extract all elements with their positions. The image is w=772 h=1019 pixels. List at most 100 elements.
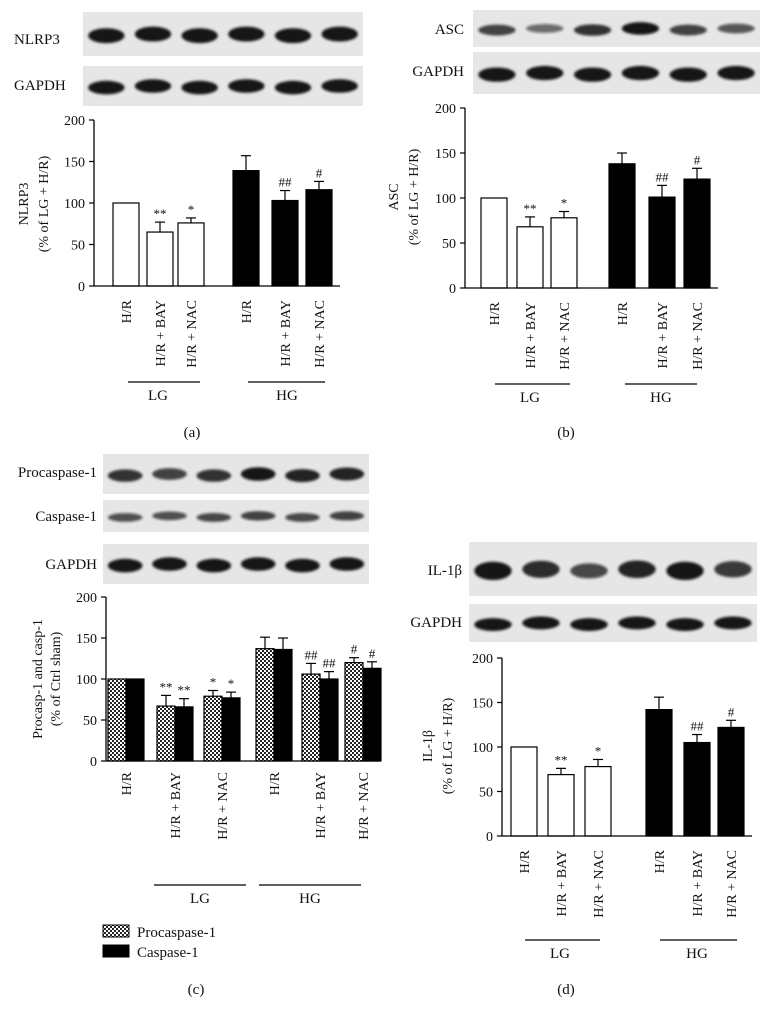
bar <box>645 709 673 837</box>
bar <box>362 667 382 762</box>
blot-label: IL-1β <box>428 563 462 579</box>
category-label: H/R <box>653 849 668 873</box>
y-tick-label: 50 <box>83 714 97 729</box>
blot-background <box>103 500 369 532</box>
y-tick-label: 100 <box>64 197 85 212</box>
significance-label: # <box>728 704 735 719</box>
group-label: LG <box>148 388 168 404</box>
blot-band <box>714 616 752 630</box>
blot-band <box>181 80 218 95</box>
category-label: H/R + BAY <box>314 772 329 839</box>
blot-background <box>469 542 757 596</box>
blot-band <box>228 79 265 93</box>
group-label: LG <box>190 891 210 907</box>
category-label: H/R + BAY <box>656 302 671 369</box>
blot-band <box>618 616 656 630</box>
y-axis-label-units: (% of Ctrl sham) <box>49 631 64 726</box>
y-tick-label: 100 <box>76 673 97 688</box>
blot-band <box>570 618 608 632</box>
legend-label: Caspase-1 <box>137 945 199 961</box>
bar <box>177 222 205 287</box>
bar <box>683 178 711 289</box>
blot-background <box>103 454 369 494</box>
blot-label: Procaspase-1 <box>18 465 97 481</box>
group-label: LG <box>520 390 540 406</box>
y-axis-label-units: (% of LG + H/R) <box>441 697 456 794</box>
bar <box>550 217 578 289</box>
y-axis-label: IL-1β <box>421 730 436 762</box>
category-label: H/R + BAY <box>691 850 706 917</box>
blot-band <box>621 22 660 35</box>
blot-band <box>152 468 187 480</box>
bar <box>510 746 538 837</box>
bar <box>107 678 127 762</box>
bar <box>584 765 612 837</box>
bar <box>547 773 575 837</box>
group-label: HG <box>276 388 298 404</box>
category-label: H/R + NAC <box>725 850 740 918</box>
significance-label: ## <box>656 169 670 184</box>
group-label: HG <box>650 390 672 406</box>
blot-band <box>181 28 218 44</box>
blot-band <box>152 557 187 571</box>
blot-band <box>570 563 608 579</box>
blot-label: NLRP3 <box>14 32 60 48</box>
blot-band <box>196 469 232 482</box>
bar <box>683 741 711 837</box>
blot-band <box>526 65 564 81</box>
bar <box>608 163 636 289</box>
category-label: H/R + NAC <box>592 850 607 918</box>
y-axis-label: ASC <box>387 183 402 210</box>
significance-label: # <box>369 646 376 661</box>
category-label: H/R + BAY <box>555 850 570 917</box>
panel-label: (c) <box>188 982 205 998</box>
category-label: H/R + BAY <box>169 772 184 839</box>
blot-band <box>526 23 564 33</box>
blot-band <box>240 467 276 481</box>
blot-background <box>473 52 760 94</box>
category-label: H/R + NAC <box>357 772 372 840</box>
blot-band <box>474 561 512 581</box>
blot-band <box>107 513 143 522</box>
y-tick-label: 0 <box>486 830 493 845</box>
blot-label: GAPDH <box>14 78 66 94</box>
group-label: LG <box>550 946 570 962</box>
blot-background <box>83 12 363 56</box>
bar <box>156 705 176 762</box>
bar <box>301 673 321 762</box>
category-label: H/R + BAY <box>154 300 169 367</box>
bar <box>273 648 293 762</box>
significance-label: * <box>228 676 235 691</box>
blot-band <box>196 558 232 573</box>
category-label: H/R <box>268 771 283 795</box>
significance-label: ** <box>154 206 167 221</box>
blot-band <box>228 26 265 42</box>
bar <box>112 202 140 287</box>
blot-band <box>285 512 320 522</box>
blot-label: ASC <box>435 22 464 38</box>
category-label: H/R <box>616 301 631 325</box>
blot-band <box>285 469 320 483</box>
significance-label: * <box>210 674 217 689</box>
bar <box>125 678 145 762</box>
blot-band <box>329 467 365 481</box>
y-tick-label: 200 <box>472 652 493 667</box>
y-tick-label: 200 <box>435 102 456 117</box>
group-label: HG <box>299 891 321 907</box>
blot-band <box>666 561 704 581</box>
blot-label: GAPDH <box>45 557 97 573</box>
blot-band <box>88 28 125 44</box>
blot-band <box>321 79 358 93</box>
bar <box>319 678 339 762</box>
legend-label: Procaspase-1 <box>137 925 216 941</box>
bar <box>232 170 260 287</box>
blot-band <box>321 26 358 42</box>
bar <box>174 706 194 762</box>
bar <box>271 199 299 287</box>
panel-a: NLRP3 GAPDH 0 50 100 150 200 NLRP3 (% of LG + H/… <box>14 12 363 441</box>
significance-label: * <box>188 202 195 217</box>
y-axis-label: NLRP3 <box>17 183 32 226</box>
bar <box>516 226 544 289</box>
category-label: H/R <box>518 849 533 873</box>
significance-label: ** <box>524 201 537 216</box>
